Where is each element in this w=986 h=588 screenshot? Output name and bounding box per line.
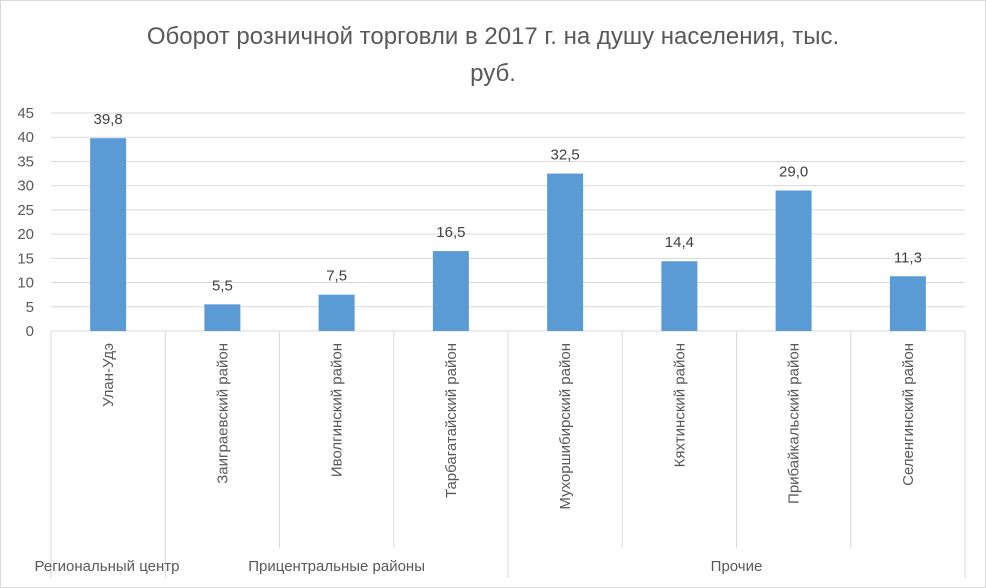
- category-label: Кяхтинский район: [671, 343, 688, 467]
- bar: [90, 138, 127, 331]
- category-label: Тарбагатайский район: [443, 343, 460, 498]
- bar: [432, 251, 469, 331]
- y-tick-label: 25: [17, 202, 34, 219]
- data-label: 11,3: [894, 249, 922, 266]
- group-label: Региональный центр: [35, 558, 180, 575]
- category-label: Иволгинский район: [329, 343, 346, 477]
- y-tick-label: 0: [26, 323, 34, 340]
- data-label: 5,5: [212, 277, 233, 294]
- bar: [775, 190, 812, 331]
- y-tick-label: 40: [17, 129, 34, 146]
- y-tick-label: 45: [17, 105, 34, 122]
- y-tick-label: 10: [17, 275, 34, 292]
- data-label: 16,5: [436, 224, 465, 241]
- data-label: 32,5: [551, 147, 580, 164]
- data-label: 29,0: [779, 164, 808, 181]
- y-tick-label: 35: [17, 153, 34, 170]
- bar: [547, 173, 584, 331]
- category-label: Селенгинский район: [900, 343, 917, 486]
- chart-title: Оборот розничной торговли в 2017 г. на д…: [0, 18, 986, 92]
- chart-title-line-1: Оборот розничной торговли в 2017 г. на д…: [146, 23, 840, 50]
- y-tick-label: 20: [17, 226, 34, 243]
- group-label: Прочие: [711, 558, 763, 575]
- bar: [204, 304, 241, 331]
- y-tick-label: 15: [17, 250, 34, 267]
- category-label: Улан-Удэ: [100, 343, 117, 407]
- bar: [661, 261, 698, 331]
- y-tick-label: 5: [26, 299, 34, 316]
- chart-title-line-2: руб.: [470, 60, 516, 87]
- category-label: Мухоршибирский район: [557, 343, 574, 510]
- category-label: Заиграевский район: [214, 343, 231, 484]
- data-label: 39,8: [94, 111, 123, 128]
- bar: [889, 276, 926, 331]
- category-label: Прибайкальский район: [786, 343, 803, 504]
- group-label: Прицентральные районы: [248, 558, 425, 575]
- bar: [318, 294, 355, 331]
- data-label: 7,5: [326, 268, 347, 285]
- y-tick-label: 30: [17, 178, 34, 195]
- data-label: 14,4: [665, 234, 694, 251]
